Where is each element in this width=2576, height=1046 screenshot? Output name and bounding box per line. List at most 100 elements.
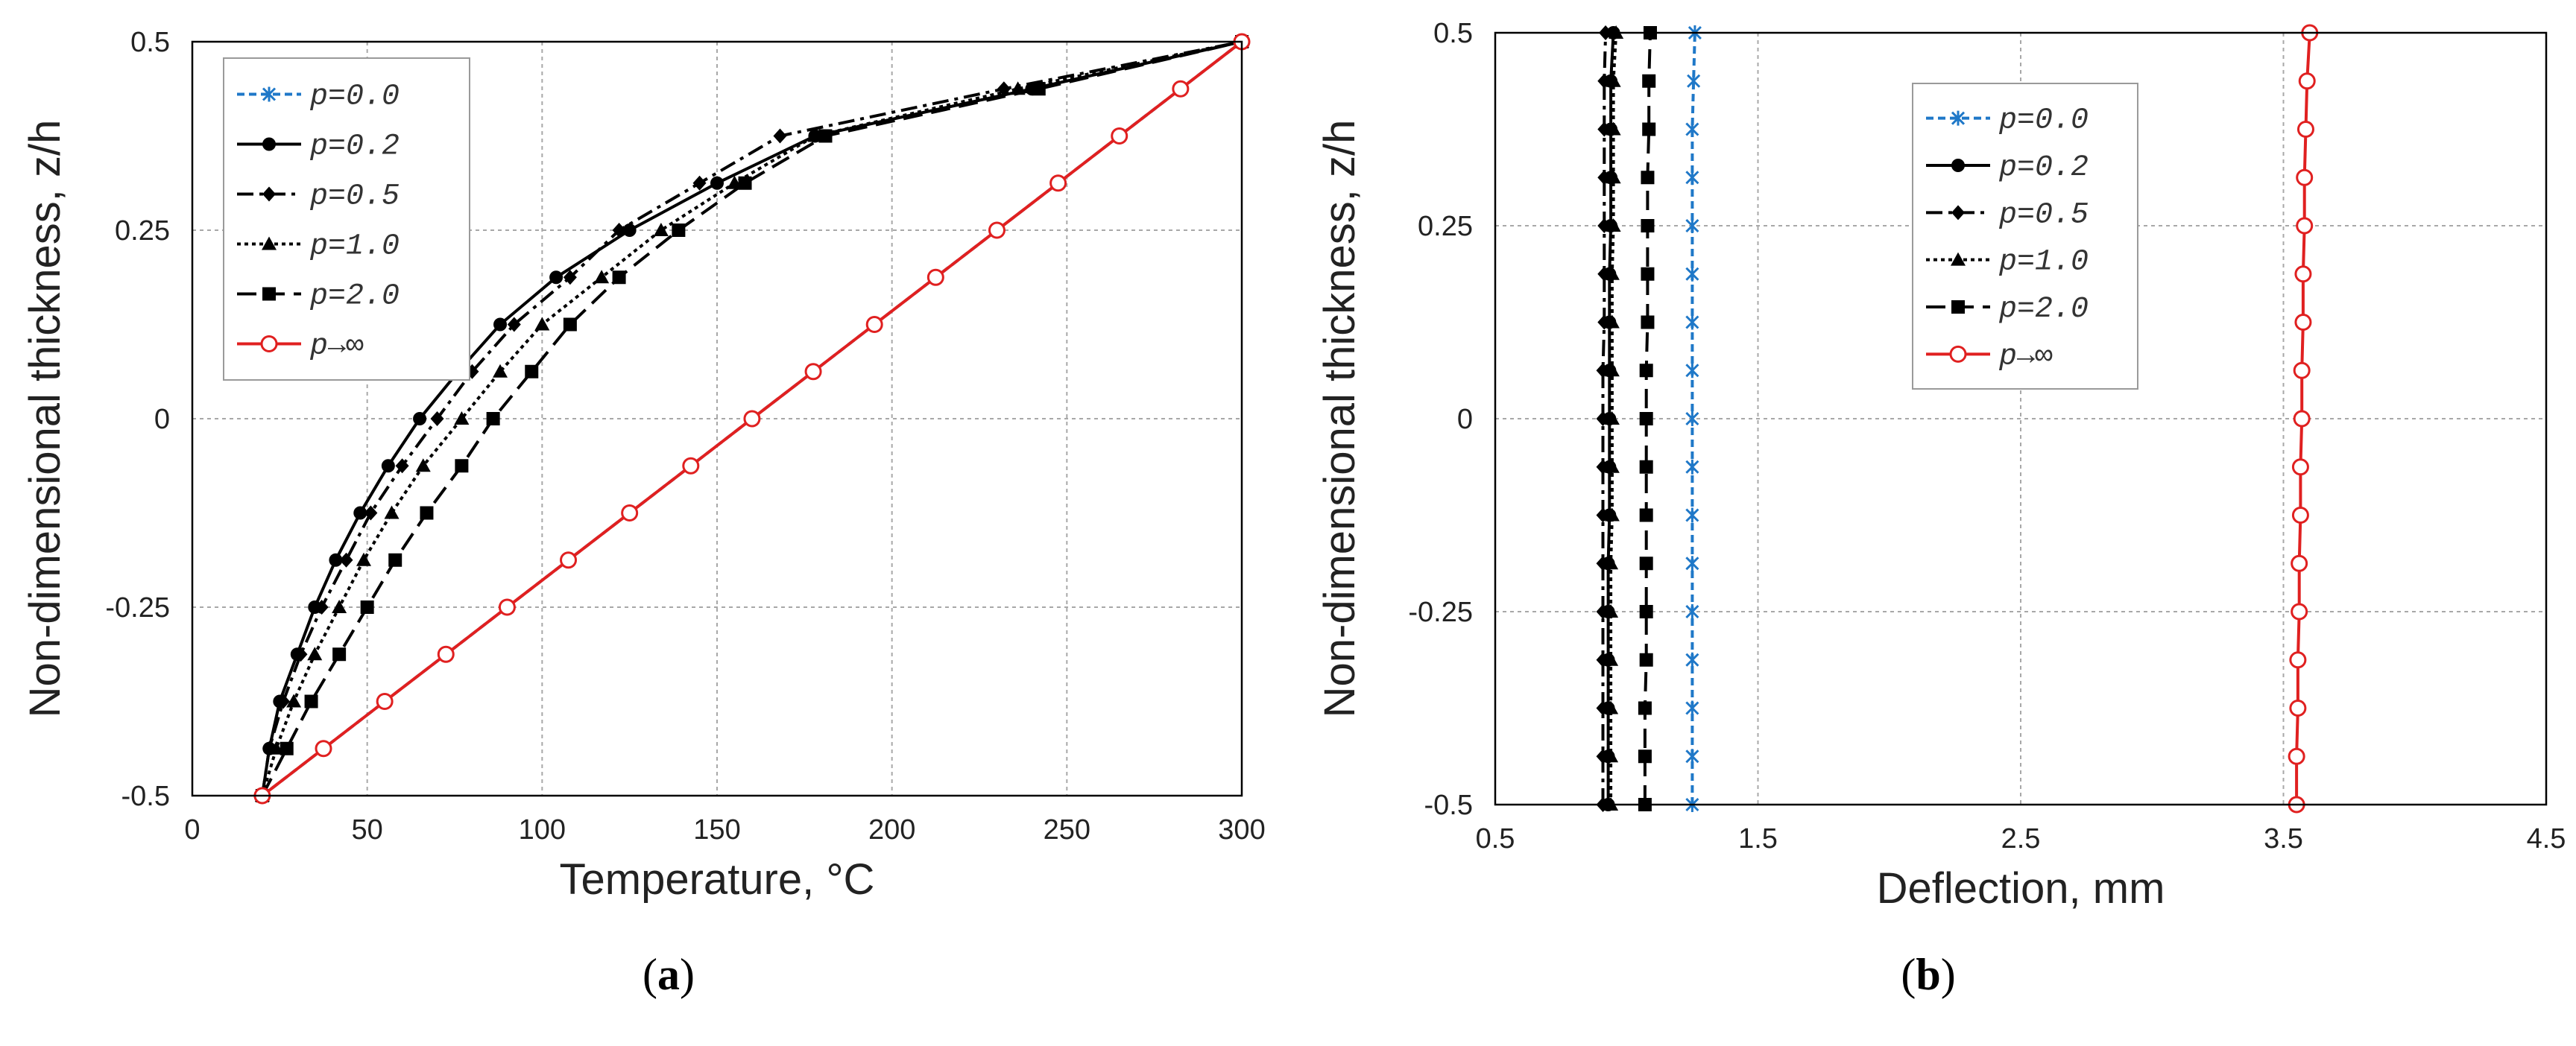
panel-label-a: (a) [643,950,695,999]
data-point [563,270,577,285]
data-point [294,647,308,662]
data-point [2291,507,2309,524]
legend-label: p=0.2 [1998,151,2089,185]
data-point [2291,603,2308,621]
data-point [2296,168,2314,186]
data-point [1604,266,1620,280]
data-point [1603,604,1619,618]
data-point [1685,314,1699,330]
data-point [332,600,347,613]
y-tick-label: 0 [1457,404,1473,435]
series-4 [1638,26,1657,811]
data-point [594,270,610,284]
data-point [612,223,626,238]
legend-marker [262,287,276,301]
legend-label: p=0.5 [309,180,400,214]
data-point [1638,701,1652,715]
data-point [1641,171,1655,185]
data-point [1604,314,1620,329]
data-point [2293,361,2311,379]
x-tick-label: 100 [519,814,566,846]
legend-entry: p=0.0 [237,80,400,114]
data-point [430,411,444,426]
legend-marker [1951,252,1966,266]
data-point [332,647,347,662]
data-point [1639,460,1653,474]
data-point [1685,170,1699,186]
data-point [1639,557,1653,571]
legend-label: p=2.0 [309,280,400,314]
x-tick-label: 150 [693,814,740,846]
series-2 [255,34,1248,803]
legend-marker [1951,205,1965,221]
data-point [381,459,395,473]
data-point [364,505,378,521]
y-tick-label: -0.25 [1408,597,1473,628]
data-point [2296,121,2314,138]
data-point [2291,554,2308,572]
y-tick-label: -0.5 [121,781,170,812]
chart-panel-a: 0 50 100 150 200 250 300 -0.5 -0.25 0 0.25 0.5 Tempe… [21,27,1266,904]
legend-entry: p=0.5 [237,180,400,214]
data-point [1685,700,1699,716]
y-tick-label: 0.5 [1433,18,1473,49]
legend-marker [1951,300,1965,314]
legend-label: p=0.2 [309,130,400,164]
data-point [1685,459,1699,475]
data-point [455,459,469,473]
data-point [1685,363,1699,378]
legend-entry: p=0.0 [1926,104,2089,138]
data-point [2288,747,2305,765]
data-point [1603,700,1619,714]
data-point [353,506,367,520]
data-point [1685,121,1699,137]
data-point [2294,265,2312,283]
legend-entry: p=2.0 [237,280,400,314]
data-point [1685,266,1699,282]
data-point [727,175,742,189]
data-point [1604,411,1620,425]
legend-label: p→∞ [1998,340,2053,373]
data-point [507,317,521,332]
data-point [1606,73,1621,87]
data-point [420,506,434,520]
data-point [356,552,371,566]
series-3 [1603,25,1624,811]
legend-label: p→∞ [309,330,364,364]
data-point [376,693,394,710]
x-tick-label: 0 [184,814,200,846]
data-point [1172,80,1190,98]
data-point [804,363,822,381]
legend-box [223,57,470,381]
y-tick-label: -0.5 [1424,790,1473,821]
data-point [498,598,516,616]
data-point [865,316,883,333]
x-axis-label: Deflection, mm [1877,864,2165,913]
legend-entry: p=0.2 [1926,151,2089,185]
data-point [413,412,427,425]
data-point [926,268,944,286]
legend: p=0.0 p=0.2 p=0.5 p=1.0 p=2.0 p→∞ [1912,83,2138,390]
data-point [486,412,500,425]
y-tick-label: 0.5 [130,27,170,58]
data-point [280,741,294,755]
legend-entry: p=1.0 [237,230,400,264]
data-point [1641,267,1655,281]
x-tick-label: 50 [352,814,383,846]
data-point [315,740,332,758]
y-tick-label: -0.25 [105,592,170,624]
data-point [1641,219,1655,232]
legend-label: p=0.0 [309,80,400,114]
y-tick-label: 0.25 [115,215,170,247]
data-point [1642,122,1656,136]
data-point [339,552,353,568]
series-5 [2288,24,2319,814]
data-point [388,553,402,567]
data-point [1111,127,1128,145]
data-point [329,553,343,567]
data-point [1641,315,1655,329]
data-point [1604,363,1620,377]
data-point [1642,74,1656,88]
plot-frame [191,40,1243,797]
